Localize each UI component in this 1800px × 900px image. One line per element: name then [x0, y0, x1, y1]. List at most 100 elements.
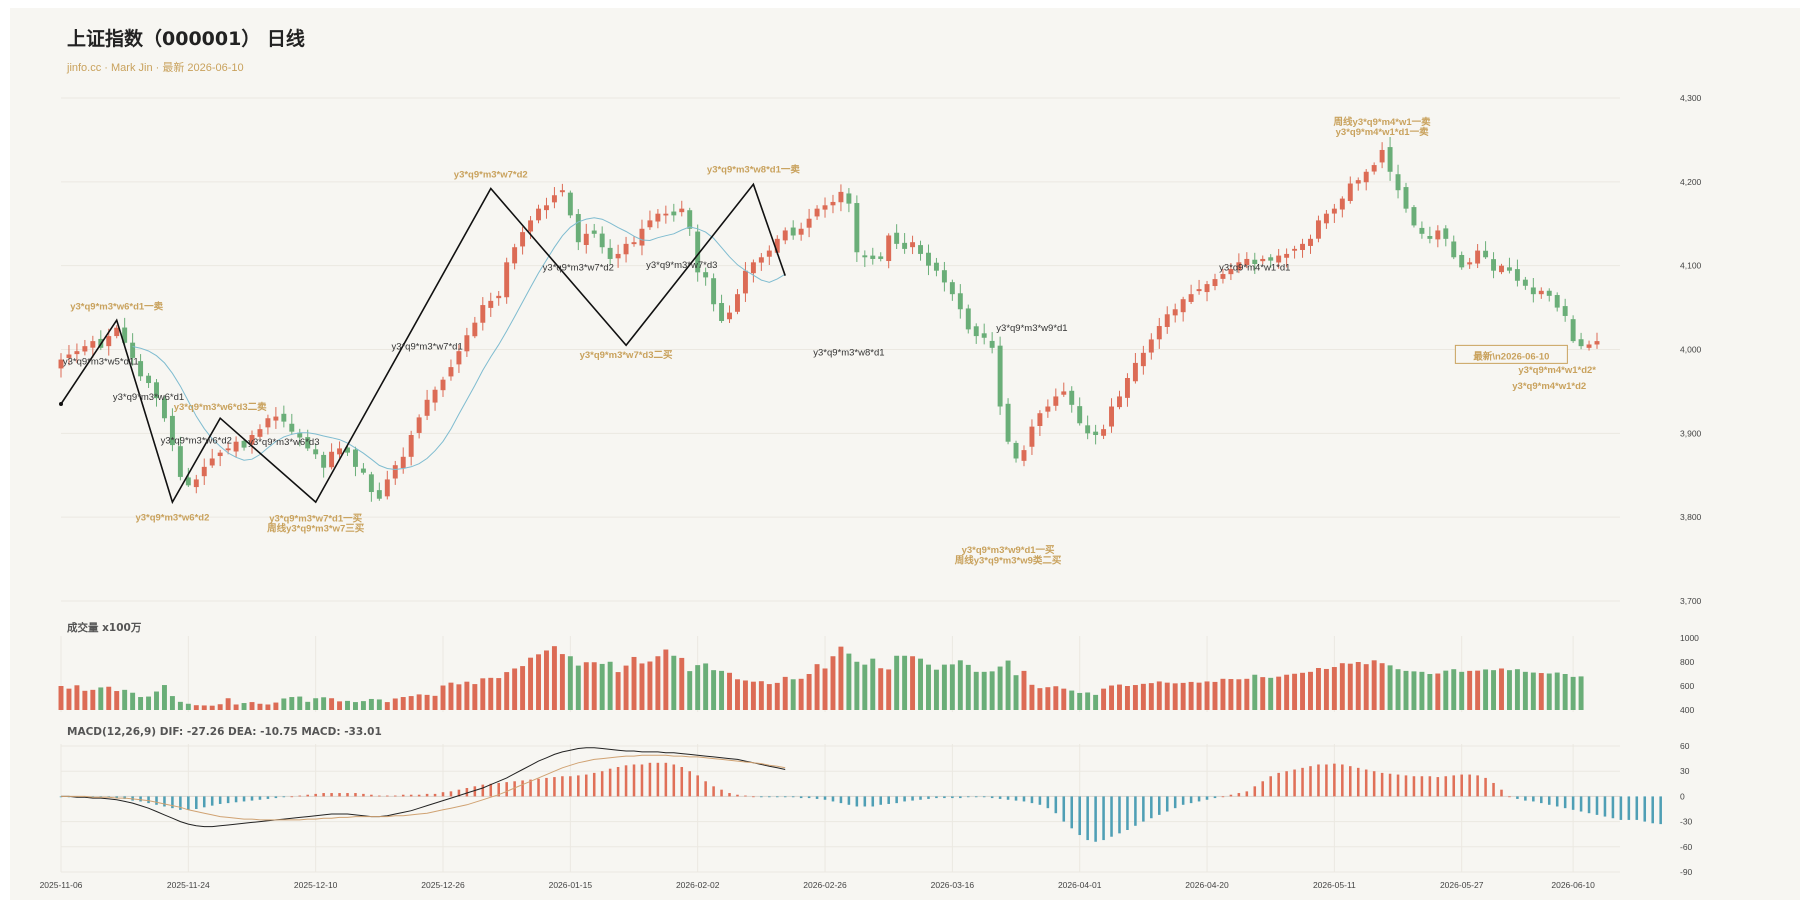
- macd-histogram-bar: [584, 774, 588, 797]
- signal-annotation-gold: y3*q9*m3*w6*d3二卖: [174, 401, 267, 413]
- macd-histogram-bar: [1173, 796, 1177, 809]
- candle-up: [1260, 258, 1266, 262]
- candle-down: [1522, 279, 1528, 286]
- macd-histogram-bar: [1643, 796, 1647, 822]
- candle-up: [193, 479, 199, 488]
- volume-bar: [1331, 667, 1337, 710]
- candle-down: [1411, 207, 1417, 226]
- macd-histogram-bar: [927, 796, 930, 799]
- candle-up: [679, 208, 685, 213]
- volume-bar: [1021, 670, 1027, 710]
- volume-bar: [926, 664, 931, 710]
- macd-histogram-bar: [1102, 796, 1105, 841]
- candle-down: [376, 490, 382, 499]
- candle-up: [886, 235, 892, 262]
- volume-bar: [1419, 671, 1425, 710]
- candle-up: [114, 327, 120, 337]
- volume-bar: [814, 664, 820, 710]
- volume-bar: [1117, 684, 1122, 710]
- candle-down: [1506, 267, 1512, 271]
- candle-up: [1101, 429, 1107, 436]
- date-tick-label: 2026-06-10: [1551, 880, 1595, 890]
- macd-histogram-bar: [569, 776, 572, 797]
- candle-up: [663, 213, 669, 216]
- volume-bar: [185, 703, 191, 710]
- candle-down: [1252, 259, 1258, 264]
- date-tick-label: 2025-12-26: [421, 880, 465, 890]
- volume-bar: [910, 656, 916, 710]
- volume-bar: [615, 672, 621, 710]
- moving-average-line: [132, 217, 786, 471]
- candle-up: [416, 417, 422, 433]
- candle-up: [639, 228, 645, 246]
- candle-down: [1451, 241, 1457, 258]
- signal-annotation-dark: y3*q9*m3*w7*d3: [646, 260, 717, 271]
- volume-bar: [1467, 670, 1473, 710]
- candle-down: [1085, 425, 1091, 434]
- candle-down: [1570, 319, 1576, 342]
- volume-tick-label: 600: [1680, 681, 1694, 691]
- candle-up: [536, 208, 541, 221]
- macd-histogram-bar: [505, 782, 508, 797]
- volume-bar: [1236, 679, 1242, 710]
- date-tick-label: 2026-04-01: [1058, 880, 1102, 890]
- macd-histogram-bar: [600, 771, 604, 797]
- volume-bar: [1260, 677, 1266, 710]
- macd-histogram-bar: [887, 796, 890, 804]
- volume-bar: [392, 698, 398, 710]
- candle-up: [1228, 269, 1234, 275]
- macd-histogram-bar: [974, 796, 978, 798]
- candle-down: [1093, 431, 1099, 436]
- macd-histogram-bar: [1006, 796, 1010, 800]
- macd-histogram-bar: [195, 796, 198, 809]
- volume-bar: [58, 686, 64, 710]
- candle-down: [305, 437, 311, 449]
- candle-up: [1029, 426, 1035, 447]
- macd-histogram-bar: [314, 793, 317, 797]
- volume-bar: [1475, 670, 1481, 710]
- volume-bar: [1077, 692, 1083, 710]
- macd-histogram-bar: [378, 795, 381, 797]
- candle-down: [870, 255, 876, 259]
- candle-up: [1467, 262, 1473, 265]
- candle-down: [185, 477, 191, 486]
- candle-down: [918, 245, 923, 254]
- candle-up: [1021, 450, 1027, 461]
- macd-histogram-bar: [1452, 775, 1456, 797]
- signal-annotation-dark: y3*q9*m3*w6*d1: [113, 392, 184, 403]
- macd-histogram-bar: [282, 796, 286, 798]
- volume-bar: [671, 655, 677, 710]
- macd-histogram-bar: [967, 796, 970, 798]
- candle-down: [1459, 254, 1465, 268]
- candle-up: [742, 270, 748, 294]
- macd-histogram-bar: [688, 771, 691, 797]
- volume-bar: [1300, 672, 1306, 710]
- volume-bar: [1204, 681, 1210, 710]
- macd-histogram-bar: [1014, 796, 1018, 801]
- macd-histogram-bar: [855, 796, 859, 807]
- candle-up: [615, 253, 621, 259]
- chart-title: 上证指数（000001） 日线: [67, 28, 305, 50]
- macd-histogram-bar: [1070, 796, 1074, 829]
- volume-bar: [1522, 671, 1528, 710]
- volume-bar: [949, 664, 955, 710]
- macd-histogram-bar: [720, 789, 723, 797]
- candle-up: [1053, 396, 1059, 406]
- candle-up: [774, 238, 780, 253]
- candle-up: [1363, 171, 1369, 183]
- candle-up: [1379, 149, 1385, 163]
- candle-down: [981, 333, 987, 338]
- volume-bar: [1491, 670, 1497, 710]
- macd-histogram-bar: [1325, 764, 1328, 797]
- candle-down: [671, 211, 677, 216]
- volume-bar: [1124, 686, 1130, 710]
- candle-up: [1292, 248, 1298, 251]
- volume-bar: [1443, 670, 1449, 710]
- volume-bar: [822, 668, 828, 710]
- volume-bar: [727, 672, 732, 710]
- volume-bar: [66, 688, 72, 710]
- candle-up: [631, 242, 637, 245]
- volume-bar: [997, 666, 1003, 710]
- macd-histogram-bar: [298, 795, 302, 797]
